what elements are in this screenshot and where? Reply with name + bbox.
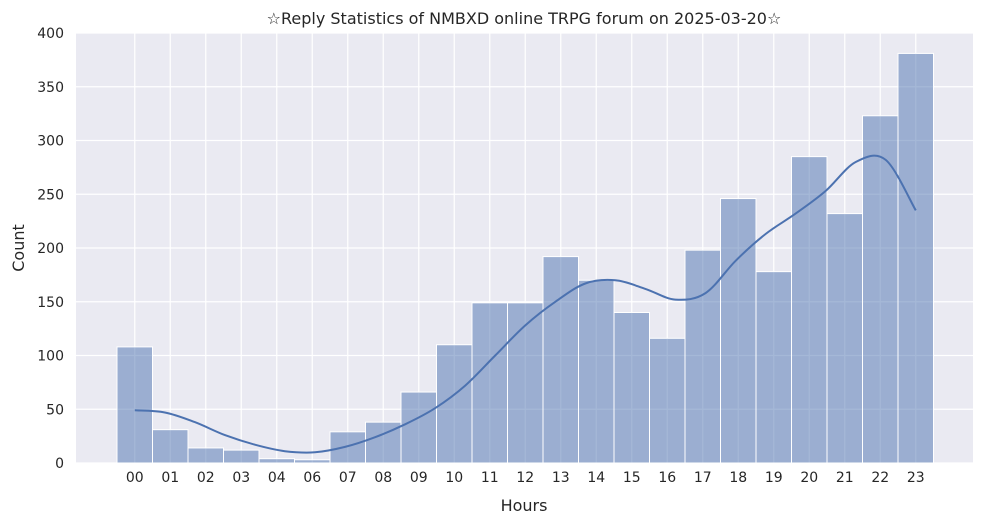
y-tick-label: 400 (37, 26, 64, 42)
x-tick-label: 19 (765, 470, 783, 486)
x-tick-label: 01 (161, 470, 179, 486)
bar-15 (613, 312, 650, 464)
x-tick-label: 15 (623, 470, 641, 486)
bar-06 (294, 459, 331, 464)
bar-01 (152, 429, 189, 464)
y-tick-label: 50 (46, 402, 64, 418)
x-axis-title: Hours (501, 496, 548, 515)
x-tick-label: 14 (587, 470, 605, 486)
bar-03 (223, 449, 260, 464)
x-tick-label: 23 (907, 470, 925, 486)
y-tick-label: 0 (55, 456, 64, 472)
y-tick-label: 350 (37, 80, 64, 96)
x-tick-label: 03 (232, 470, 250, 486)
x-tick-label: 22 (871, 470, 889, 486)
kde-line (134, 154, 917, 454)
x-tick-label: 12 (516, 470, 534, 486)
bar-00 (116, 346, 153, 464)
x-tick-label: 13 (552, 470, 570, 486)
x-tick-label: 17 (694, 470, 712, 486)
bar-09 (400, 391, 437, 464)
x-tick-label: 18 (729, 470, 747, 486)
x-tick-label: 08 (374, 470, 392, 486)
y-tick-label: 100 (37, 349, 64, 365)
x-tick-label: 20 (800, 470, 818, 486)
y-tick-label: 200 (37, 241, 64, 257)
x-tick-label: 10 (445, 470, 463, 486)
y-tick-label: 250 (37, 187, 64, 203)
bars (116, 52, 934, 464)
bar-14 (578, 279, 615, 464)
x-tick-label: 06 (303, 470, 321, 486)
bar-04 (258, 458, 295, 464)
x-tick-label: 02 (197, 470, 215, 486)
bar-13 (542, 256, 579, 464)
x-tick-label: 16 (658, 470, 676, 486)
bar-18 (720, 198, 757, 464)
y-tick-label: 300 (37, 134, 64, 150)
x-tick-label: 00 (126, 470, 144, 486)
bar-17 (684, 249, 721, 464)
x-tick-label: 04 (268, 470, 286, 486)
bar-23 (897, 52, 934, 464)
bar-20 (791, 156, 828, 464)
bar-07 (329, 431, 366, 464)
y-tick-label: 150 (37, 295, 64, 311)
bar-22 (862, 115, 899, 464)
bar-12 (507, 302, 544, 464)
y-axis-title: Count (9, 224, 28, 272)
x-tick-label: 07 (339, 470, 357, 486)
bar-16 (649, 337, 686, 464)
bar-02 (187, 447, 224, 464)
chart-title: ☆Reply Statistics of NMBXD online TRPG f… (267, 9, 782, 28)
bar-21 (826, 213, 863, 464)
x-tick-label: 09 (410, 470, 428, 486)
bar-19 (755, 271, 792, 464)
bar-11 (471, 302, 508, 464)
y-tick-labels: 0 50 100 150 200 250 300 350 400 (37, 26, 64, 472)
x-tick-label: 21 (836, 470, 854, 486)
x-tick-label: 11 (481, 470, 499, 486)
x-tick-labels: 00 01 02 03 04 06 07 08 09 10 11 12 13 14 15 16 17 18 19 20… (126, 470, 925, 486)
